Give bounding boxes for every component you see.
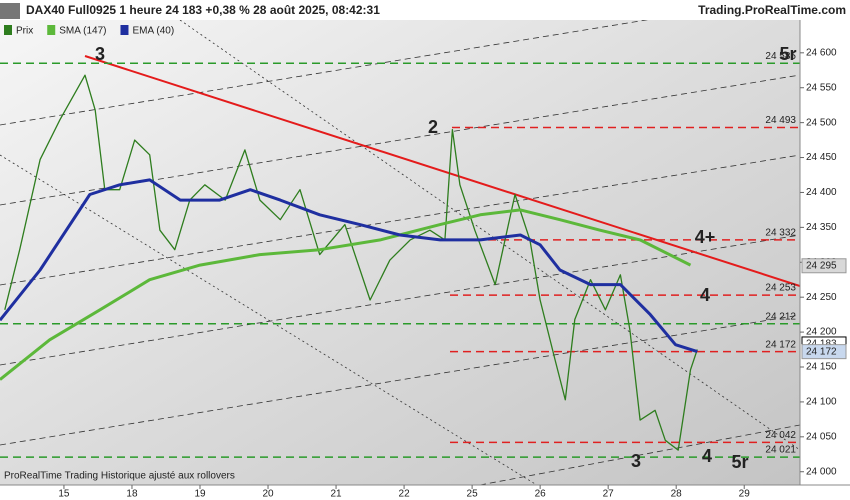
axis-marker [801, 344, 847, 360]
x-tick-label: 18 [126, 489, 138, 500]
plot: 24 585 24 493 24 332 24 253 24 212 24 172 24 0… [0, 51, 800, 458]
channel-line [0, 20, 649, 126]
y-tick-label: 24 600 [806, 47, 837, 58]
channel-line [179, 20, 800, 451]
trend-line [84, 55, 800, 287]
source: Trading.ProRealTime.com [698, 3, 846, 17]
axis-marker [801, 258, 847, 274]
x-tick-label: 15 [58, 489, 70, 500]
legend-label: Prix [16, 26, 33, 37]
channel-line [479, 424, 800, 485]
y-axis-area [800, 20, 850, 485]
level-label: 24 493 [765, 115, 796, 126]
legend-label: SMA (147) [59, 26, 106, 37]
legend-swatch [4, 25, 12, 35]
annotation: 2 [428, 117, 438, 137]
level-label: 24 212 [765, 311, 796, 322]
legend-label: EMA (40) [132, 26, 174, 37]
series-line [0, 178, 698, 354]
y-tick-label: 24 050 [806, 431, 837, 442]
footer: ProRealTime Trading Historique ajusté au… [4, 471, 235, 482]
x-tick-label: 29 [739, 489, 751, 500]
x-tick-label: 26 [535, 489, 547, 500]
axis-marker-label: 24 295 [806, 260, 837, 271]
y-tick-label: 24 150 [806, 362, 837, 373]
annotation: 5r [731, 452, 748, 472]
y-tick-label: 24 350 [806, 222, 837, 233]
channel-line [0, 154, 800, 286]
plot-background [0, 20, 800, 485]
level-label: 24 021 [765, 445, 796, 456]
channel-lines [0, 20, 800, 485]
series-line [0, 208, 692, 381]
x-tick-label: 22 [399, 489, 411, 500]
level-label: 24 042 [765, 430, 796, 441]
y-tick-label: 24 550 [806, 82, 837, 93]
annotation: 5r [779, 44, 796, 64]
axis-marker-label: 24 172 [806, 346, 837, 357]
y-tick-label: 24 200 [806, 327, 837, 338]
chart-title: DAX40 Full0925 1 heure 24 183 +0,38 % 28… [26, 3, 380, 17]
y-tick-label: 24 000 [806, 466, 837, 477]
legend-swatch [120, 25, 129, 35]
annotation: 3 [95, 44, 105, 64]
annotation: 4 [700, 285, 710, 305]
legend-swatch [47, 25, 56, 35]
x-tick-label: 25 [467, 489, 479, 500]
x-tick-label: 19 [194, 489, 206, 500]
series-line [4, 74, 698, 451]
y-tick-label: 24 500 [806, 117, 837, 128]
x-tick-label: 28 [671, 489, 683, 500]
level-label: 24 253 [765, 283, 796, 294]
axis-marker-label: 24 183 [806, 339, 837, 350]
annotation: 4+ [695, 227, 716, 247]
annotation: 3 [631, 451, 641, 471]
y-tick-label: 24 450 [806, 152, 837, 163]
channel-line [0, 314, 800, 446]
channel-line [0, 154, 538, 485]
x-tick-label: 21 [330, 489, 342, 500]
menu-icon[interactable] [0, 3, 20, 19]
level-label: 24 172 [765, 339, 796, 350]
y-tick-label: 24 250 [806, 292, 837, 303]
y-tick-label: 24 400 [806, 187, 837, 198]
channel-line [0, 234, 800, 366]
level-label: 24 332 [765, 228, 796, 239]
x-tick-label: 20 [262, 489, 274, 500]
x-tick-label: 27 [603, 489, 615, 500]
annotation: 4 [702, 446, 712, 466]
level-label: 24 585 [765, 51, 796, 62]
y-tick-label: 24 100 [806, 397, 837, 408]
